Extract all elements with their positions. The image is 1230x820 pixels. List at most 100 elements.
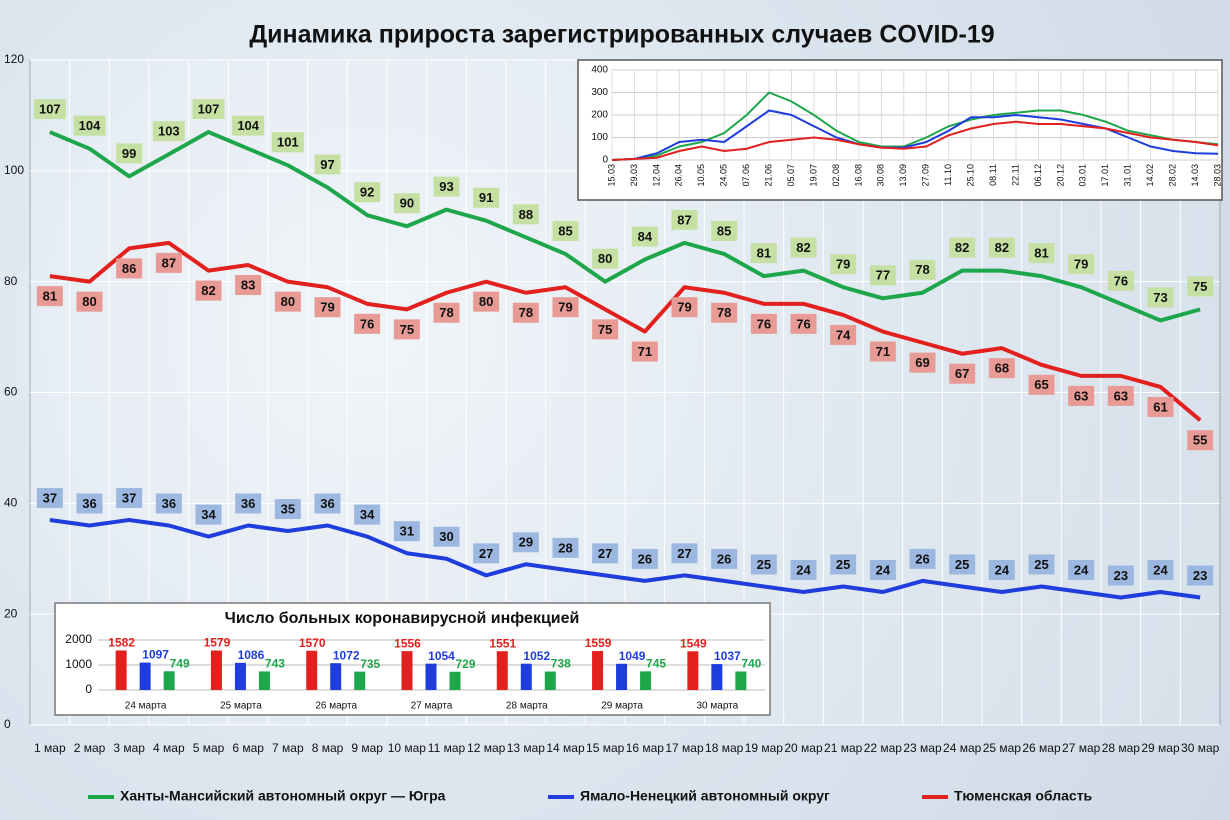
bar xyxy=(425,663,437,690)
data-label: 81 xyxy=(757,246,771,261)
data-label: 740 xyxy=(741,657,761,671)
data-label-box xyxy=(1028,554,1055,575)
x-tick-label: 03.01 xyxy=(1078,164,1088,187)
x-tick-label: 11.10 xyxy=(943,164,953,186)
data-label: 76 xyxy=(360,316,374,331)
data-label-box xyxy=(949,237,976,258)
data-label-box xyxy=(354,313,381,334)
bar xyxy=(544,671,556,690)
data-label: 78 xyxy=(915,262,929,277)
data-label: 28 xyxy=(558,540,572,555)
data-label: 63 xyxy=(1074,388,1088,403)
data-label-box xyxy=(869,341,896,362)
data-label-box xyxy=(512,532,539,553)
data-label: 71 xyxy=(876,344,890,359)
data-label-box xyxy=(314,297,341,318)
data-label: 26 xyxy=(717,551,731,566)
y-tick-label: 300 xyxy=(591,87,608,98)
data-label-box xyxy=(750,313,777,334)
data-label: 99 xyxy=(122,146,136,161)
data-label-box xyxy=(1147,396,1174,417)
data-label-box xyxy=(830,554,857,575)
data-label: 26 xyxy=(638,551,652,566)
data-label: 84 xyxy=(638,229,653,244)
x-tick-label: 14 мар xyxy=(546,741,585,755)
data-label: 63 xyxy=(1114,388,1128,403)
x-tick-label: 10 мар xyxy=(387,741,426,755)
data-label: 82 xyxy=(796,240,810,255)
data-label: 55 xyxy=(1193,433,1207,448)
data-label-box xyxy=(116,487,143,508)
x-tick-label: 27.09 xyxy=(921,164,931,187)
data-label: 27 xyxy=(677,546,691,561)
data-label: 93 xyxy=(439,179,453,194)
data-label: 25 xyxy=(955,557,969,572)
x-tick-label: 02.08 xyxy=(831,164,841,187)
data-label: 79 xyxy=(677,300,691,315)
x-tick-label: 21.06 xyxy=(763,164,773,187)
data-label: 74 xyxy=(836,327,851,342)
data-label: 97 xyxy=(320,157,334,172)
series-line xyxy=(611,91,1219,161)
data-label-box xyxy=(512,302,539,323)
data-label-box xyxy=(116,258,143,279)
data-label: 1097 xyxy=(142,648,169,662)
y-tick-label: 0 xyxy=(85,682,92,696)
data-label-box xyxy=(592,543,619,564)
x-tick-label: 08.11 xyxy=(988,164,998,186)
y-tick-label: 100 xyxy=(4,163,24,177)
data-label-box xyxy=(988,237,1015,258)
x-tick-label: 24.05 xyxy=(719,164,729,187)
data-label-box xyxy=(192,99,225,120)
bar xyxy=(711,664,723,690)
data-label: 749 xyxy=(170,656,190,670)
data-label: 29 xyxy=(519,535,533,550)
data-label: 24 xyxy=(1074,562,1089,577)
data-label-box xyxy=(512,204,539,225)
data-label-box xyxy=(393,521,420,542)
data-label: 101 xyxy=(277,135,299,150)
data-label: 104 xyxy=(237,118,259,133)
bar xyxy=(616,663,628,690)
x-tick-label: 25.10 xyxy=(965,164,975,187)
y-tick-label: 80 xyxy=(4,274,18,288)
x-tick-label: 30 марта xyxy=(696,701,738,712)
data-label-box xyxy=(711,548,738,569)
bar xyxy=(330,663,342,690)
data-label: 80 xyxy=(82,294,96,309)
bar xyxy=(640,671,652,690)
data-label: 77 xyxy=(876,268,890,283)
x-tick-label: 26.04 xyxy=(674,164,684,187)
y-tick-label: 120 xyxy=(4,52,24,66)
data-label: 79 xyxy=(1074,257,1088,272)
x-tick-label: 15.03 xyxy=(606,164,616,187)
data-label-box xyxy=(869,265,896,286)
data-label: 34 xyxy=(360,507,375,522)
x-tick-label: 17.01 xyxy=(1100,164,1110,187)
x-tick-label: 25 марта xyxy=(220,701,262,712)
x-tick-label: 18 мар xyxy=(705,741,744,755)
data-label-box xyxy=(631,341,658,362)
data-label: 69 xyxy=(915,355,929,370)
bar xyxy=(210,650,222,690)
data-label-box xyxy=(830,254,857,275)
data-label-box xyxy=(988,358,1015,379)
data-label: 24 xyxy=(796,562,811,577)
x-tick-label: 11 мар xyxy=(427,741,466,755)
data-label-box xyxy=(949,554,976,575)
data-label: 735 xyxy=(360,657,380,671)
data-label-box xyxy=(552,297,579,318)
data-label-box xyxy=(869,560,896,580)
data-label-box xyxy=(232,115,265,136)
data-label: 27 xyxy=(479,546,493,561)
y-tick-label: 2000 xyxy=(65,632,92,646)
bar xyxy=(496,651,508,690)
data-label: 26 xyxy=(915,551,929,566)
data-label-box xyxy=(790,560,817,580)
x-tick-label: 22.11 xyxy=(1010,164,1020,186)
x-tick-label: 13.09 xyxy=(898,164,908,187)
data-label-box xyxy=(36,286,63,307)
data-label: 107 xyxy=(198,101,220,116)
data-label-box xyxy=(1107,385,1134,406)
